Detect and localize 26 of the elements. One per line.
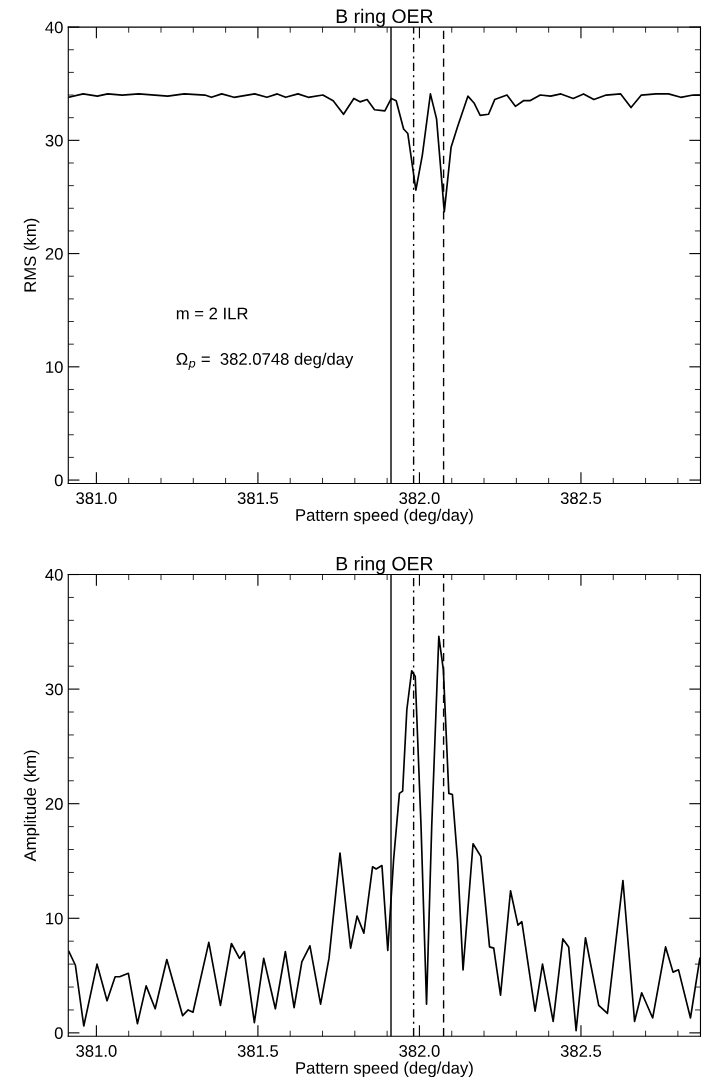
chart-title: B ring OER (336, 8, 433, 27)
x-axis-title: Pattern speed (deg/day) (296, 508, 473, 525)
x-tick-label: 381.5 (237, 492, 279, 505)
y-axis-title: RMS (km) (23, 218, 40, 292)
y-tick-label: 0 (54, 1027, 63, 1040)
y-tick-label: 30 (45, 134, 63, 147)
x-tick-label: 382.0 (399, 1045, 440, 1057)
x-tick-label: 381.0 (76, 492, 117, 505)
x-tick-label: 382.0 (399, 492, 440, 505)
y-tick-label: 20 (45, 247, 63, 260)
x-tick-label: 382.5 (560, 492, 602, 505)
y-axis-title: Amplitude (km) (23, 750, 40, 862)
y-tick-label: 30 (45, 683, 63, 696)
x-tick-label: 381.0 (76, 1045, 117, 1057)
x-axis-title: Pattern speed (deg/day) (296, 1061, 473, 1078)
chart-title: B ring OER (336, 556, 433, 575)
y-tick-label: 0 (54, 474, 63, 487)
y-tick-label: 20 (45, 798, 63, 810)
y-tick-label: 10 (46, 912, 63, 925)
annotation: m = 2 ILR (176, 307, 248, 320)
x-tick-label: 382.5 (560, 1045, 602, 1057)
y-tick-label: 40 (45, 568, 63, 581)
x-tick-label: 381.5 (237, 1045, 279, 1057)
y-tick-label: 10 (46, 361, 63, 374)
y-tick-label: 40 (45, 21, 63, 34)
annotation: Ω$_{p}$ = 382.0748 deg/day (176, 352, 354, 370)
